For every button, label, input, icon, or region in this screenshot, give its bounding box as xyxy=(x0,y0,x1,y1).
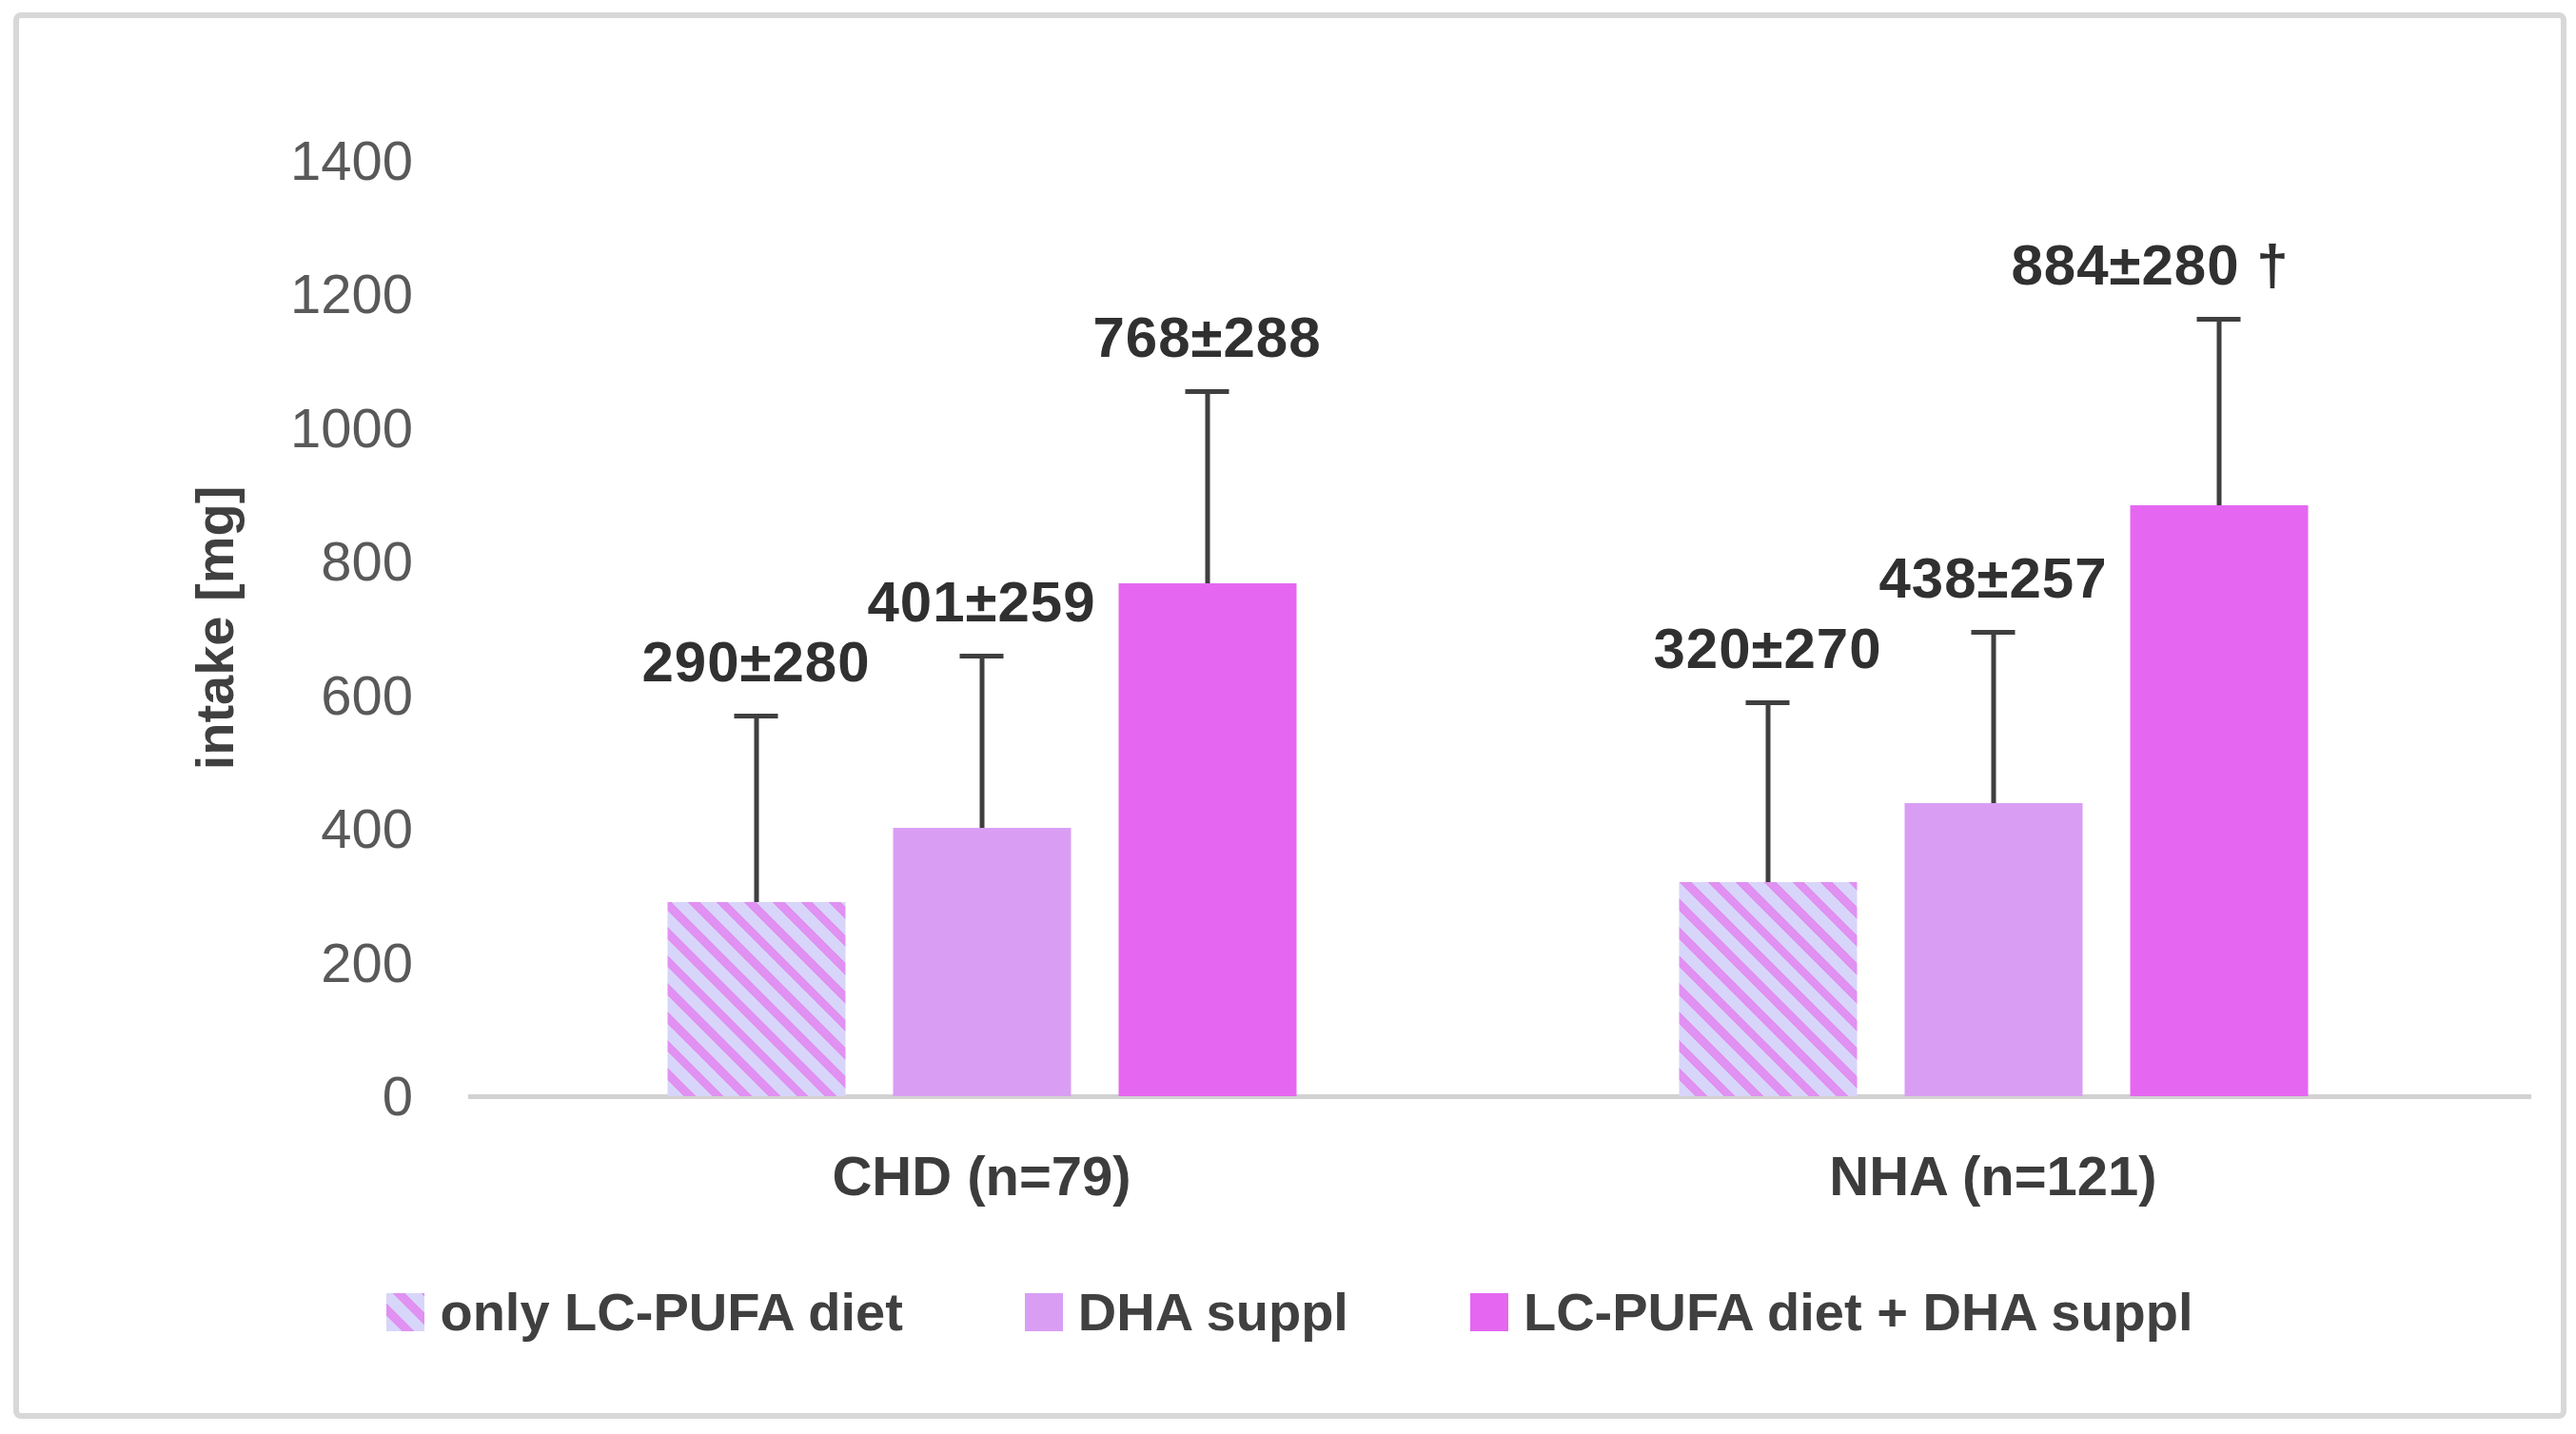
data-label-lc-pufa-diet-dha-suppl-chd-n-79: 768±288 xyxy=(1092,309,1321,366)
bar-slot-dha-suppl-chd-n-79: 401±259 xyxy=(893,161,1071,1096)
bar-dha-suppl-chd-n-79 xyxy=(893,828,1071,1096)
error-bar xyxy=(754,716,758,903)
error-bar-cap xyxy=(2197,317,2241,322)
legend-swatch-only-lc-pufa-diet xyxy=(386,1293,424,1331)
legend-item-dha-suppl: DHA suppl xyxy=(1025,1286,1348,1339)
bar-slot-lc-pufa-diet-dha-suppl-chd-n-79: 768±288 xyxy=(1118,161,1296,1096)
data-label-dha-suppl-chd-n-79: 401±259 xyxy=(867,574,1095,631)
x-category-label-nha-n-121: NHA (n=121) xyxy=(1829,1149,2156,1204)
legend-label-dha-suppl: DHA suppl xyxy=(1078,1286,1348,1339)
y-tick-label-200: 200 xyxy=(321,935,413,991)
error-bar-cap xyxy=(1972,630,2016,635)
legend-swatch-lc-pufa-diet-dha-suppl xyxy=(1470,1293,1508,1331)
bar-slot-only-lc-pufa-diet-chd-n-79: 290±280 xyxy=(667,161,845,1096)
bar-slot-only-lc-pufa-diet-nha-n-121: 320±270 xyxy=(1679,161,1857,1096)
bar-group-nha-n-121: 320±270438±257884±280 † xyxy=(1655,161,2331,1096)
data-label-only-lc-pufa-diet-nha-n-121: 320±270 xyxy=(1653,620,1881,678)
bar-lc-pufa-diet-dha-suppl-chd-n-79 xyxy=(1118,583,1296,1096)
data-label-lc-pufa-diet-dha-suppl-nha-n-121: 884±280 † xyxy=(2011,237,2289,294)
bar-group-chd-n-79: 290±280401±259768±288 xyxy=(643,161,1320,1096)
y-tick-label-600: 600 xyxy=(321,668,413,723)
legend-swatch-dha-suppl xyxy=(1025,1293,1063,1331)
data-label-dha-suppl-nha-n-121: 438±257 xyxy=(1878,550,2107,607)
bar-slot-dha-suppl-nha-n-121: 438±257 xyxy=(1904,161,2082,1096)
error-bar-cap xyxy=(960,654,1004,658)
error-bar xyxy=(979,656,984,829)
y-tick-label-400: 400 xyxy=(321,801,413,856)
error-bar xyxy=(1991,632,1996,803)
legend-label-only-lc-pufa-diet: only LC-PUFA diet xyxy=(440,1286,902,1339)
plot-area: 0200400600800100012001400290±280401±2597… xyxy=(476,161,2499,1096)
legend-item-lc-pufa-diet-dha-suppl: LC-PUFA diet + DHA suppl xyxy=(1470,1286,2193,1339)
bar-only-lc-pufa-diet-chd-n-79 xyxy=(667,902,845,1096)
y-tick-label-0: 0 xyxy=(383,1069,413,1124)
bar-lc-pufa-diet-dha-suppl-nha-n-121 xyxy=(2130,505,2308,1096)
bar-dha-suppl-nha-n-121 xyxy=(1904,803,2082,1096)
y-tick-label-800: 800 xyxy=(321,534,413,589)
error-bar xyxy=(2216,319,2221,506)
error-bar-cap xyxy=(1746,700,1790,705)
legend: only LC-PUFA diet DHA suppl LC-PUFA diet +… xyxy=(19,1286,2561,1339)
legend-item-only-lc-pufa-diet: only LC-PUFA diet xyxy=(386,1286,902,1339)
y-axis-title: intake [mg] xyxy=(184,486,246,771)
error-bar xyxy=(1765,702,1770,883)
data-label-only-lc-pufa-diet-chd-n-79: 290±280 xyxy=(641,634,870,691)
chart-screenshot: intake [mg] 0200400600800100012001400290… xyxy=(0,0,2576,1434)
bar-slot-lc-pufa-diet-dha-suppl-nha-n-121: 884±280 † xyxy=(2130,161,2308,1096)
x-category-label-chd-n-79: CHD (n=79) xyxy=(832,1149,1131,1204)
chart-frame: intake [mg] 0200400600800100012001400290… xyxy=(13,12,2566,1419)
legend-label-lc-pufa-diet-dha-suppl: LC-PUFA diet + DHA suppl xyxy=(1524,1286,2193,1339)
y-tick-label-1000: 1000 xyxy=(290,401,413,456)
y-tick-label-1400: 1400 xyxy=(290,133,413,188)
error-bar xyxy=(1205,391,1209,583)
y-tick-label-1200: 1200 xyxy=(290,266,413,322)
error-bar-cap xyxy=(1186,389,1229,394)
error-bar-cap xyxy=(735,714,778,718)
bar-only-lc-pufa-diet-nha-n-121 xyxy=(1679,882,1857,1096)
